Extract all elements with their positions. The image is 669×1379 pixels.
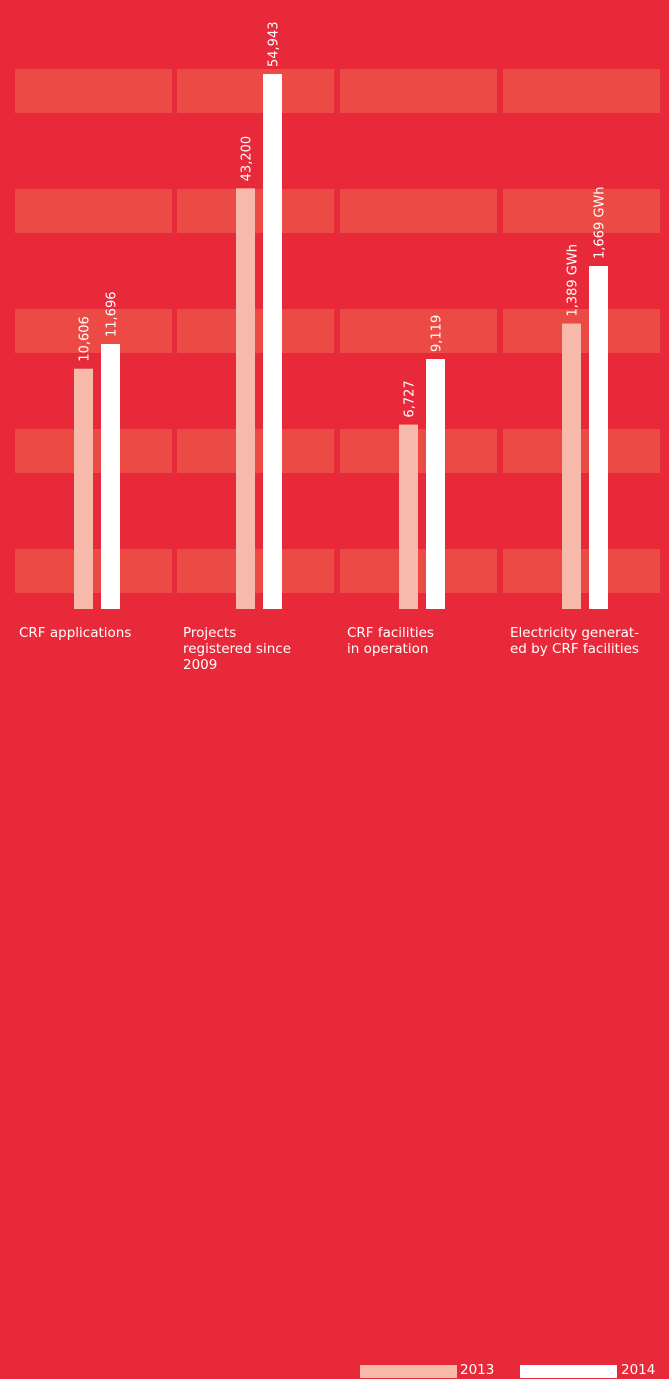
bar-2013-1 [236,188,255,609]
bar-2014-1 [263,74,282,609]
legend: 2013 2014 [0,681,669,1378]
grid-band [340,429,497,473]
grid-band [340,189,497,233]
grid-bands [15,69,660,593]
grid-band [177,69,334,113]
category-label-line: in operation [347,641,429,657]
legend-label-2013: 2013 [460,1362,495,1378]
bar-2014-2 [426,359,445,609]
grid-band [15,309,172,353]
legend-swatch-2013 [360,1365,457,1378]
value-label-2013-2: 6,727 [403,380,418,417]
legend-swatch-2014 [520,1365,617,1378]
category-label-line: Projects [183,625,237,641]
grid-band [503,189,660,233]
grid-band [503,69,660,113]
category-label-line: Electricity generat- [510,625,640,641]
grid-band [503,549,660,593]
grid-band [340,309,497,353]
category-label-line: registered since [183,641,291,657]
category-label-2: CRF facilities in operation [347,625,502,657]
grid-band [15,69,172,113]
bars [74,74,608,609]
category-label-line: CRF applications [19,625,132,641]
value-label-2014-0: 11,696 [105,292,120,338]
category-label-line: ed by CRF facilities [510,641,639,657]
bar-2013-0 [74,368,93,609]
grid-band [177,549,334,593]
value-label-2014-1: 54,943 [267,22,282,68]
category-label-line: CRF facilities [347,625,434,641]
grid-band [340,69,497,113]
grid-band [15,429,172,473]
bar-2013-3 [562,323,581,609]
grid-band [15,189,172,233]
legend-label-2014: 2014 [621,1362,656,1378]
grid-band [340,549,497,593]
value-label-2013-1: 43,200 [240,136,255,182]
category-label-line: 2009 [183,657,218,673]
value-label-2013-0: 10,606 [78,316,93,362]
category-label-0: CRF applications [19,625,174,641]
value-label-2013-3: 1,389 GWh [566,244,581,317]
grid-band [15,549,172,593]
grid-band [177,309,334,353]
value-labels: 10,606 11,696 43,200 54,943 6,727 9,119 1,389 … [78,22,608,418]
grid-band [177,189,334,233]
grid-band [503,429,660,473]
bar-2013-2 [399,424,418,609]
grid-band [177,429,334,473]
grid-band [503,309,660,353]
value-label-2014-3: 1,669 GWh [593,186,608,259]
bar-2014-3 [589,266,608,609]
chart: 10,606 11,696 43,200 54,943 6,727 9,119 1,389 … [15,22,660,609]
category-label-3: Electricity generat-ed by CRF facilities [510,625,665,657]
value-label-2014-2: 9,119 [430,315,445,352]
bar-2014-0 [101,344,120,609]
category-label-1: Projects registered since 2009 [183,625,338,673]
